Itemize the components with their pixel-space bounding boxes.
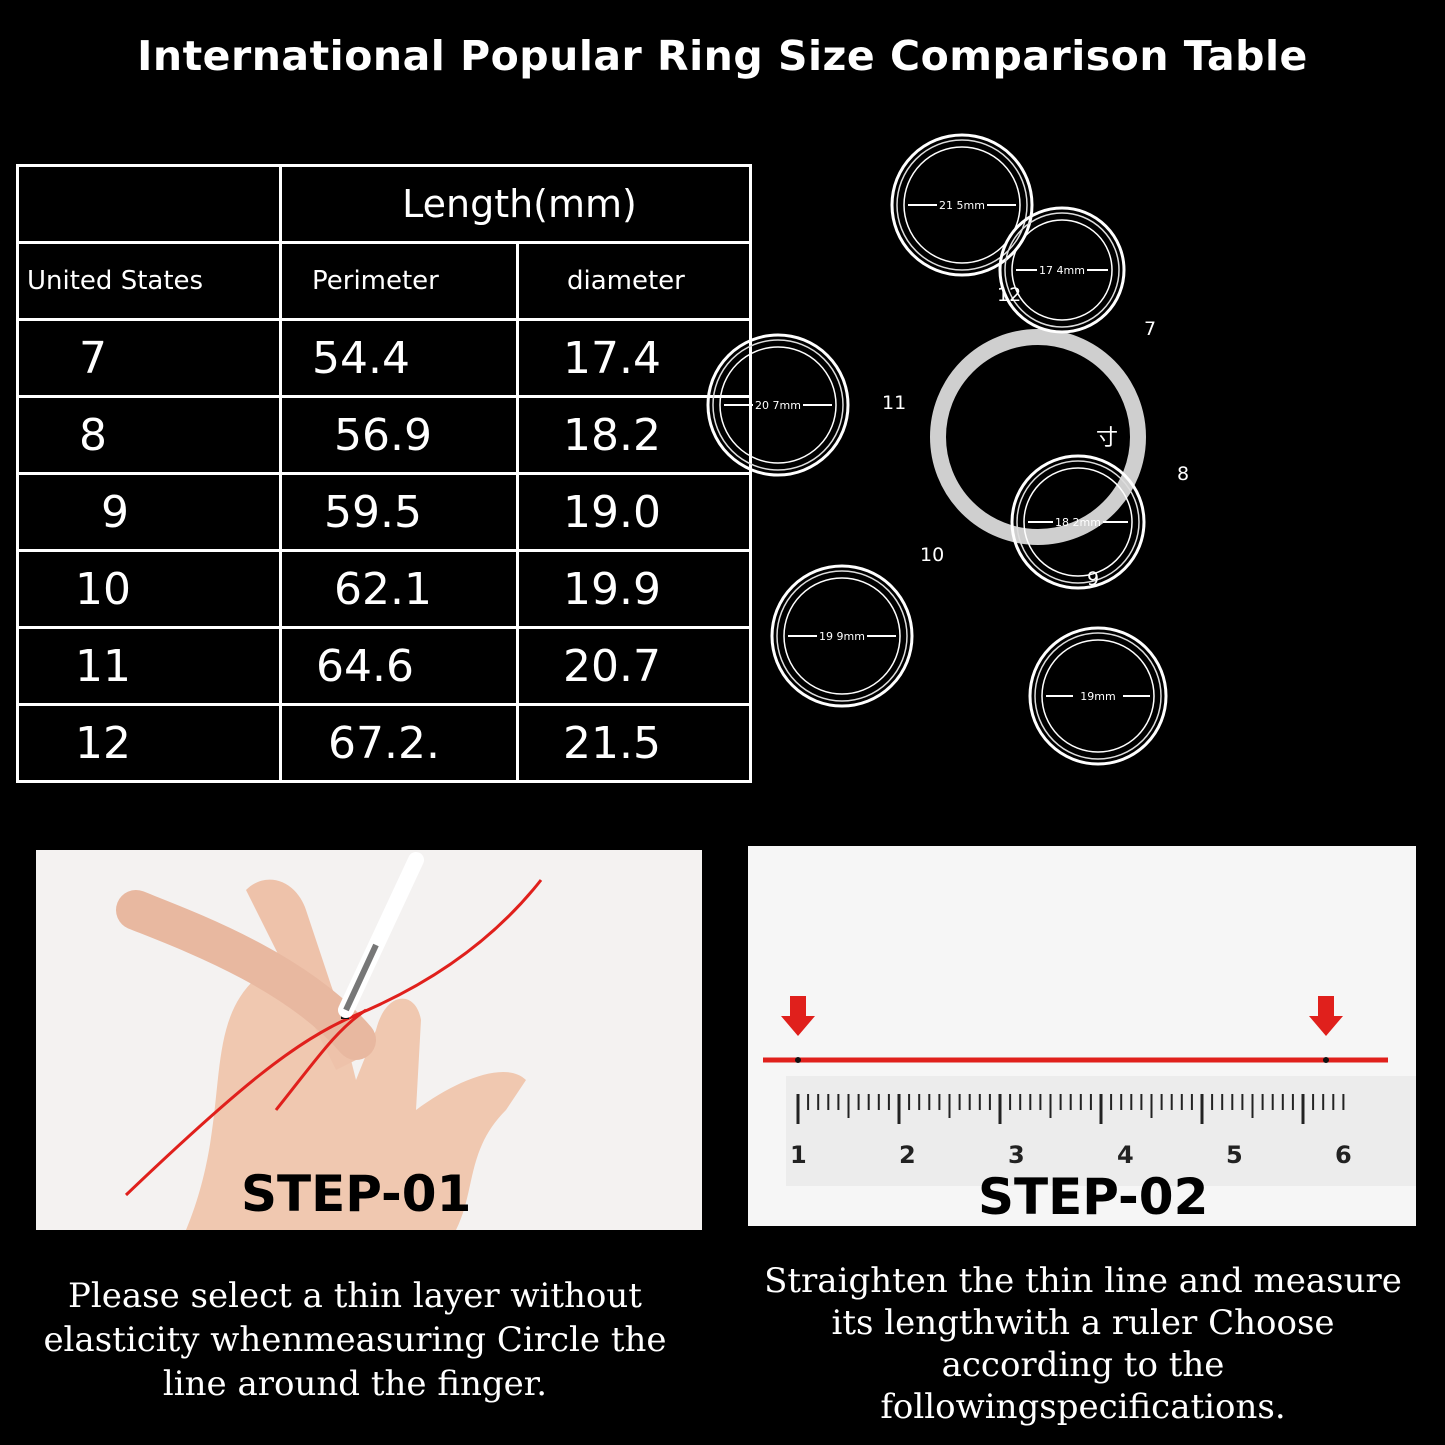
perimeter-cell: 59.5: [279, 472, 519, 552]
ring-size-number: 10: [920, 544, 945, 566]
us-size-cell: 7: [16, 318, 282, 398]
table-subheader-row: United States Perimeter diameter: [16, 241, 752, 321]
ring-outer: [1028, 626, 1168, 766]
ring-inner: [783, 577, 901, 695]
diameter-cell: 19.0: [516, 472, 752, 552]
arrow-down-icon: [781, 996, 815, 1036]
ring-size-number: 7: [1144, 318, 1157, 340]
ring-diameter-label: 17 4mm: [1039, 264, 1085, 277]
perimeter-cell: 54.4: [279, 318, 519, 398]
diameter-cell: 20.7: [516, 626, 752, 706]
ruler-number: 6: [1335, 1141, 1352, 1169]
perimeter-cell: 62.1: [279, 549, 519, 629]
step-label: STEP-02: [978, 1168, 1209, 1226]
table-row: 7 54.4 17.4: [16, 318, 752, 398]
ring-size-diagram: 寸 21 5mm 17 4mm 20 7mm 18 2mm 19 9mm 19mm 12 7 1…: [700, 120, 1360, 780]
ring-inner: [1023, 467, 1133, 577]
us-size-cell: 9: [16, 472, 282, 552]
ring-mid: [896, 139, 1028, 271]
ring-diameter-label: 18 2mm: [1055, 516, 1101, 529]
table-row: 11 64.6 20.7: [16, 626, 752, 706]
ruler-number: 2: [899, 1141, 916, 1169]
ring-diameter-label: 21 5mm: [939, 199, 985, 212]
step-02-image: 1 2 3 4 5 6 STEP-02: [748, 846, 1416, 1226]
ring-outer: [770, 564, 914, 708]
ring-inner: [719, 346, 837, 464]
ring-outer: [998, 206, 1126, 334]
column-header: Perimeter: [279, 241, 519, 321]
ring-outer: [890, 133, 1034, 277]
ring-size-table: Length(mm) United States Perimeter diame…: [16, 164, 752, 783]
empty-header-cell: [16, 164, 282, 244]
ring-mid: [1034, 632, 1162, 760]
perimeter-cell: 56.9: [279, 395, 519, 475]
step-02-description: Straighten the thin line and measure its…: [764, 1261, 1402, 1427]
center-ring: [930, 329, 1146, 545]
table-header-row: Length(mm): [16, 164, 752, 244]
diameter-cell: 19.9: [516, 549, 752, 629]
length-header: Length(mm): [279, 164, 752, 244]
perimeter-cell: 64.6: [279, 626, 519, 706]
ring-diameter-label: 19mm: [1080, 690, 1115, 703]
table-row: 8 56.9 18.2: [16, 395, 752, 475]
ring-outer: [1010, 454, 1146, 590]
ruler-number: 3: [1008, 1141, 1025, 1169]
diameter-cell: 21.5: [516, 703, 752, 783]
step-label: STEP-01: [241, 1165, 472, 1223]
ring-outer: [706, 333, 850, 477]
ring-diameter-label: 20 7mm: [755, 399, 801, 412]
center-glyph: 寸: [1096, 426, 1118, 451]
ring-mid: [1004, 212, 1120, 328]
ring-inner: [1011, 219, 1113, 321]
ring-inner: [903, 146, 1021, 264]
red-thread: [124, 879, 543, 1197]
diameter-cell: 17.4: [516, 318, 752, 398]
table-row: 12 67.2. 21.5: [16, 703, 752, 783]
ring-size-number: 9: [1087, 568, 1100, 590]
us-size-cell: 8: [16, 395, 282, 475]
ring-mid: [776, 570, 908, 702]
perimeter-cell: 67.2.: [279, 703, 519, 783]
us-size-cell: 12: [16, 703, 282, 783]
ring-size-number: 8: [1177, 463, 1190, 485]
ring-diameter-label: 19 9mm: [819, 630, 865, 643]
page-title: International Popular Ring Size Comparis…: [137, 32, 1308, 80]
step-01-image: STEP-01: [36, 850, 702, 1230]
ring-size-number: 11: [882, 392, 907, 414]
arrow-down-icon: [1309, 996, 1343, 1036]
ruler-number: 4: [1117, 1141, 1134, 1169]
us-size-cell: 10: [16, 549, 282, 629]
table-row: 9 59.5 19.0: [16, 472, 752, 552]
ruler-illustration: [763, 996, 1416, 1186]
ring-mid: [712, 339, 844, 471]
us-size-cell: 11: [16, 626, 282, 706]
table-row: 10 62.1 19.9: [16, 549, 752, 629]
rings-svg: 寸 21 5mm 17 4mm 20 7mm 18 2mm 19 9mm 19mm: [706, 133, 1168, 766]
ring-size-number: 12: [997, 284, 1022, 306]
step-01-description: Please select a thin layer without elast…: [43, 1276, 667, 1404]
ruler-number: 1: [790, 1141, 807, 1169]
hand-illustration: [116, 852, 543, 1230]
column-header: United States: [16, 241, 282, 321]
ring-mid: [1016, 460, 1140, 584]
ring-inner: [1041, 639, 1155, 753]
ruler-number: 5: [1226, 1141, 1243, 1169]
column-header: diameter: [516, 241, 752, 321]
